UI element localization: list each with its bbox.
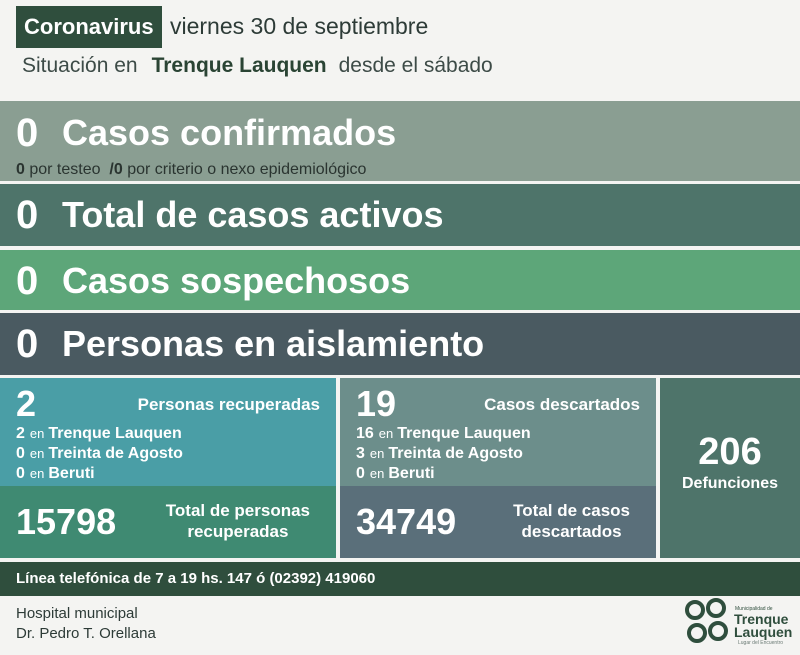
situation-suffix: desde el sábado [338,54,493,77]
place-name: Trenque Lauquen [151,54,327,77]
situation-prefix: Situación en [22,54,138,77]
recovered-value: 2 [16,383,37,424]
logo-small-text: Municipalidad de [735,606,773,612]
deaths-panel: 206 Defunciones [660,378,800,558]
confirmed-value: 0 [16,111,39,155]
hospital-line-1: Hospital municipal [16,605,138,622]
discarded-panel: 19 Casos descartados 16 en Trenque Lauquen… [340,378,656,558]
report-date: viernes 30 de septiembre [170,13,429,39]
coronavirus-tag: Coronavirus [16,6,162,48]
active-cases-band: 0 Total de casos activos [0,184,800,246]
by-test-label: por testeo [29,161,101,178]
list-item: 16 en Trenque Lauquen [356,425,531,442]
municipality-logo-icon [685,598,728,643]
discarded-total-label: Total de casos descartados [513,501,630,541]
by-test-value: 0 [16,161,25,178]
hospital-line-2: Dr. Pedro T. Orellana [16,625,156,642]
active-value: 0 [16,193,39,237]
discarded-value: 19 [356,383,397,424]
discarded-breakdown: 16 en Trenque Lauquen 3 en Treinta de Agosto… [356,424,531,484]
municipality-logo: Municipalidad de Trenque Lauquen Lugar d… [683,598,795,650]
active-label: Total de casos activos [62,194,444,235]
confirmed-cases-band: 0 Casos confirmados 0 por testeo /0 por … [0,101,800,181]
situation-line: Situación en Trenque Lauquen desde el sába… [22,50,493,82]
deaths-label: Defunciones [681,475,778,492]
recovered-title: Personas recuperadas [137,395,320,414]
recovered-breakdown: 2 en Trenque Lauquen 0 en Treinta de Agosto … [16,424,183,484]
header: Coronavirus viernes 30 de septiembre Sit… [0,0,800,100]
logo-tagline: Lugar del Encuentro [738,640,784,646]
suspected-value: 0 [16,259,39,303]
suspected-label: Casos sospechosos [62,260,411,301]
list-item: 3 en Treinta de Agosto [356,445,523,462]
discarded-total-value: 34749 [356,501,457,542]
list-item: 2 en Trenque Lauquen [16,425,182,442]
list-item: 0 en Beruti [356,465,435,482]
hospital-name: Hospital municipal Dr. Pedro T. Orellana [16,604,156,644]
recovered-total-label: Total de personas recuperadas [165,501,310,541]
list-item: 0 en Treinta de Agosto [16,445,183,462]
recovered-panel: 2 Personas recuperadas 2 en Trenque Lauque… [0,378,336,558]
confirmed-label: Casos confirmados [62,112,397,153]
confirmed-detail: 0 por testeo /0 por criterio o nexo epid… [16,159,366,181]
suspected-cases-band: 0 Casos sospechosos [0,250,800,310]
deaths-value: 206 [698,431,762,473]
logo-name-2: Lauquen [734,624,793,640]
recovered-total-value: 15798 [16,501,117,542]
phone-line: Línea telefónica de 7 a 19 hs. 147 ó (02… [0,562,800,596]
isolation-band: 0 Personas en aislamiento [0,313,800,375]
logo-name-1: Trenque [734,611,789,627]
recovered-total: 15798 Total de personas recuperadas [0,486,336,558]
isolation-label: Personas en aislamiento [62,323,485,364]
by-criteria-label: por criterio o nexo epidemiológico [127,161,367,178]
by-criteria-value: /0 [109,161,123,178]
isolation-value: 0 [16,322,39,366]
discarded-total: 34749 Total de casos descartados [340,486,656,558]
discarded-title: Casos descartados [484,395,640,414]
list-item: 0 en Beruti [16,465,95,482]
